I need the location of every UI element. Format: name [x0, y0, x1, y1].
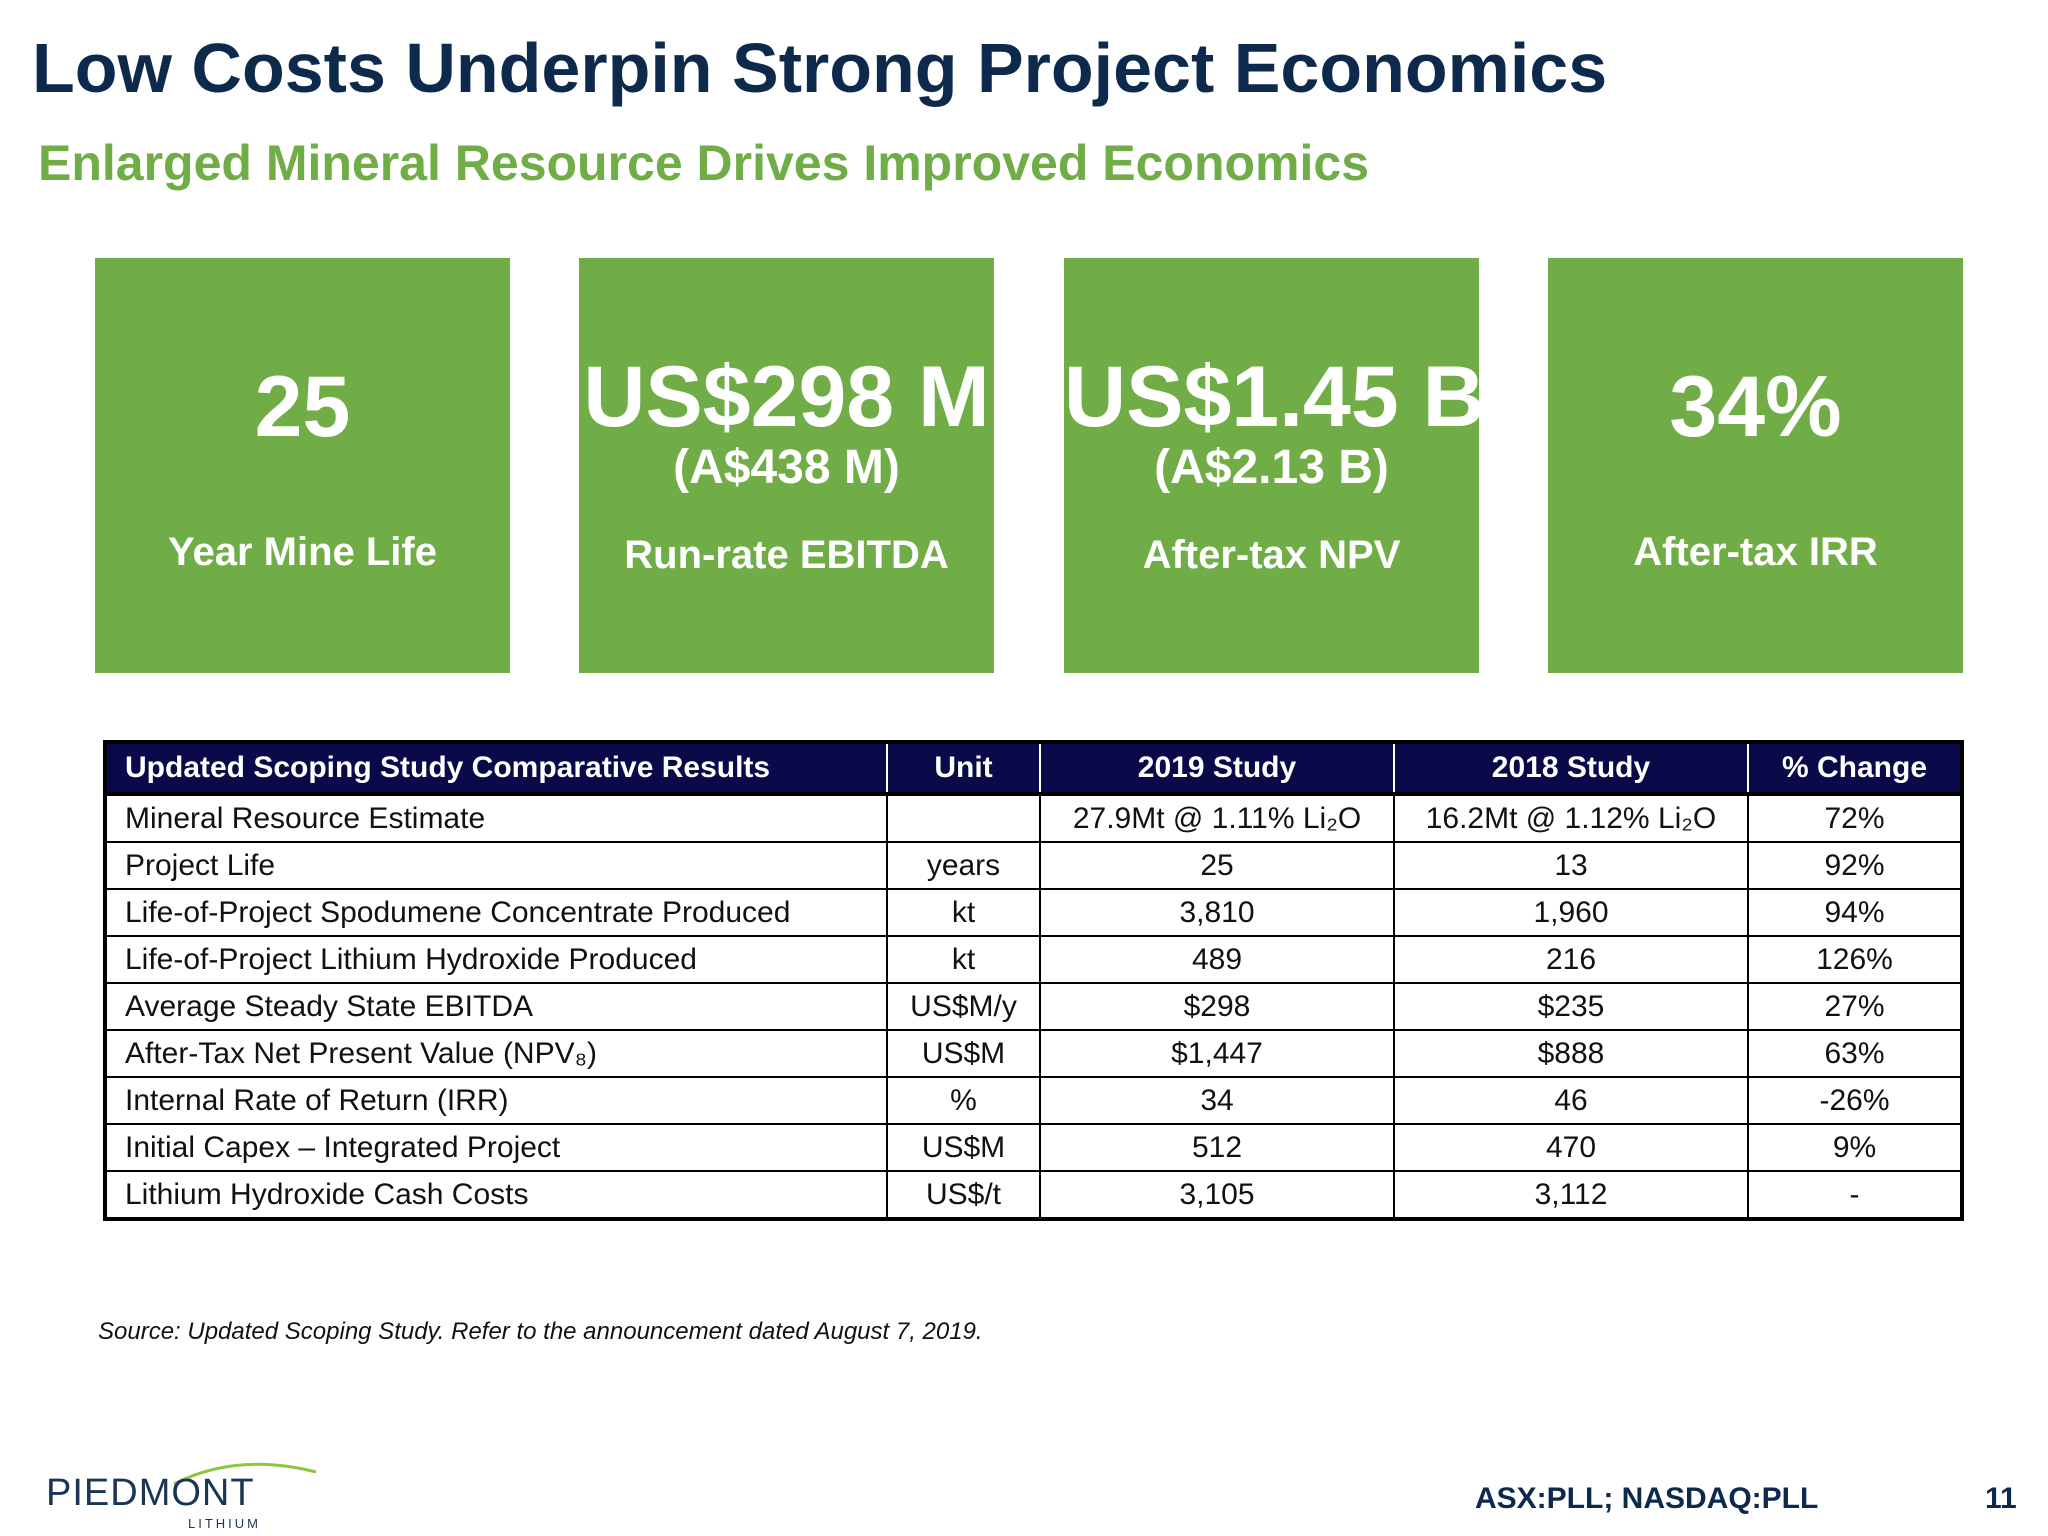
table-row: Mineral Resource Estimate 27.9Mt @ 1.11% …: [104, 793, 1963, 843]
metric-sub-value: (A$2.13 B): [1154, 441, 1389, 494]
metric-sub-value: (A$438 M): [673, 441, 900, 494]
cell-metric: Internal Rate of Return (IRR): [104, 1076, 888, 1125]
cell-2018: 46: [1393, 1076, 1749, 1125]
page-number: 11: [1985, 1482, 2017, 1515]
cell-metric: After-Tax Net Present Value (NPV₈): [104, 1029, 888, 1078]
cell-unit: kt: [886, 888, 1041, 937]
ticker-symbols: ASX:PLL; NASDAQ:PLL: [1475, 1482, 1819, 1515]
column-header-2019: 2019 Study: [1039, 741, 1395, 796]
cell-unit: %: [886, 1076, 1041, 1125]
table-row: Initial Capex – Integrated Project US$M 51…: [104, 1123, 1963, 1172]
cell-change: -: [1747, 1170, 1963, 1220]
column-header-metric: Updated Scoping Study Comparative Result…: [104, 741, 888, 796]
column-header-unit: Unit: [886, 741, 1041, 796]
cell-metric: Life-of-Project Spodumene Concentrate Pr…: [104, 888, 888, 937]
cell-2019: 27.9Mt @ 1.11% Li₂O: [1039, 793, 1395, 843]
cell-change: 27%: [1747, 982, 1963, 1031]
metric-value: 25: [254, 359, 351, 455]
cell-unit: [886, 793, 1041, 843]
page-subtitle: Enlarged Mineral Resource Drives Improve…: [38, 135, 1370, 191]
cell-unit: US$/t: [886, 1170, 1041, 1220]
cell-unit: years: [886, 841, 1041, 890]
page-title: Low Costs Underpin Strong Project Econom…: [32, 29, 1608, 107]
cell-2019: $1,447: [1039, 1029, 1395, 1078]
logo-tagline: LITHIUM: [188, 1516, 261, 1531]
metric-card-npv: US$1.45 B (A$2.13 B) After-tax NPV: [1064, 258, 1485, 673]
source-note: Source: Updated Scoping Study. Refer to …: [98, 1318, 983, 1345]
cell-unit: US$M: [886, 1123, 1041, 1172]
cell-2019: 25: [1039, 841, 1395, 890]
cell-change: 94%: [1747, 888, 1963, 937]
metric-card-irr: 34% After-tax IRR: [1548, 258, 1963, 673]
metric-card-mine-life: 25 Year Mine Life: [95, 258, 510, 673]
logo-name: PIEDMONT: [46, 1472, 255, 1514]
cell-metric: Initial Capex – Integrated Project: [104, 1123, 888, 1172]
metric-value: US$298 M: [583, 349, 990, 445]
company-logo: PIEDMONT LITHIUM: [46, 1458, 317, 1531]
cell-metric: Mineral Resource Estimate: [104, 793, 888, 843]
cell-2019: 3,105: [1039, 1170, 1395, 1220]
table-row: Average Steady State EBITDA US$M/y $298 $23…: [104, 982, 1963, 1031]
cell-change: 72%: [1747, 793, 1963, 843]
cell-2018: 1,960: [1393, 888, 1749, 937]
table-row: Lithium Hydroxide Cash Costs US$/t 3,105 3,…: [104, 1170, 1963, 1220]
metric-value: US$1.45 B: [1064, 349, 1485, 445]
cell-unit: US$M/y: [886, 982, 1041, 1031]
cell-change: 126%: [1747, 935, 1963, 984]
cell-2018: 3,112: [1393, 1170, 1749, 1220]
metric-label: After-tax IRR: [1633, 530, 1878, 574]
metric-label: Year Mine Life: [168, 530, 437, 574]
table-row: Internal Rate of Return (IRR)% 34 46 -26%: [104, 1076, 1963, 1125]
cell-unit: kt: [886, 935, 1041, 984]
cell-2018: $888: [1393, 1029, 1749, 1078]
cell-unit: US$M: [886, 1029, 1041, 1078]
cell-2018: 13: [1393, 841, 1749, 890]
cell-metric: Average Steady State EBITDA: [104, 982, 888, 1031]
cell-change: 9%: [1747, 1123, 1963, 1172]
cell-metric: Project Life: [104, 841, 888, 890]
table-row: Life-of-Project Spodumene Concentrate Pr…: [104, 888, 1963, 937]
column-header-2018: 2018 Study: [1393, 741, 1749, 796]
cell-metric: Life-of-Project Lithium Hydroxide Produc…: [104, 935, 888, 984]
metric-label: After-tax NPV: [1142, 533, 1401, 577]
comparative-results-table: Updated Scoping Study Comparative Result…: [103, 740, 1964, 1221]
cell-2019: 489: [1039, 935, 1395, 984]
cell-2019: 34: [1039, 1076, 1395, 1125]
cell-2019: 512: [1039, 1123, 1395, 1172]
logo-swoosh-icon: [173, 1462, 317, 1486]
column-header-change: % Change: [1747, 741, 1963, 796]
cell-metric: Lithium Hydroxide Cash Costs: [104, 1170, 888, 1220]
table-row: After-Tax Net Present Value (NPV₈) US$M $1…: [104, 1029, 1963, 1078]
cell-2019: $298: [1039, 982, 1395, 1031]
cell-change: 92%: [1747, 841, 1963, 890]
cell-2018: $235: [1393, 982, 1749, 1031]
cell-2019: 3,810: [1039, 888, 1395, 937]
table-row: Project Life years 25 13 92%: [104, 841, 1963, 890]
metric-label: Run-rate EBITDA: [624, 533, 949, 577]
cell-2018: 16.2Mt @ 1.12% Li₂O: [1393, 793, 1749, 843]
cell-2018: 216: [1393, 935, 1749, 984]
metric-value: 34%: [1669, 359, 1842, 455]
cell-change: 63%: [1747, 1029, 1963, 1078]
cell-2018: 470: [1393, 1123, 1749, 1172]
table-row: Life-of-Project Lithium Hydroxide Produc…: [104, 935, 1963, 984]
table-header-row: Updated Scoping Study Comparative Result…: [104, 741, 1963, 796]
metric-card-ebitda: US$298 M (A$438 M) Run-rate EBITDA: [579, 258, 994, 673]
cell-change: -26%: [1747, 1076, 1963, 1125]
